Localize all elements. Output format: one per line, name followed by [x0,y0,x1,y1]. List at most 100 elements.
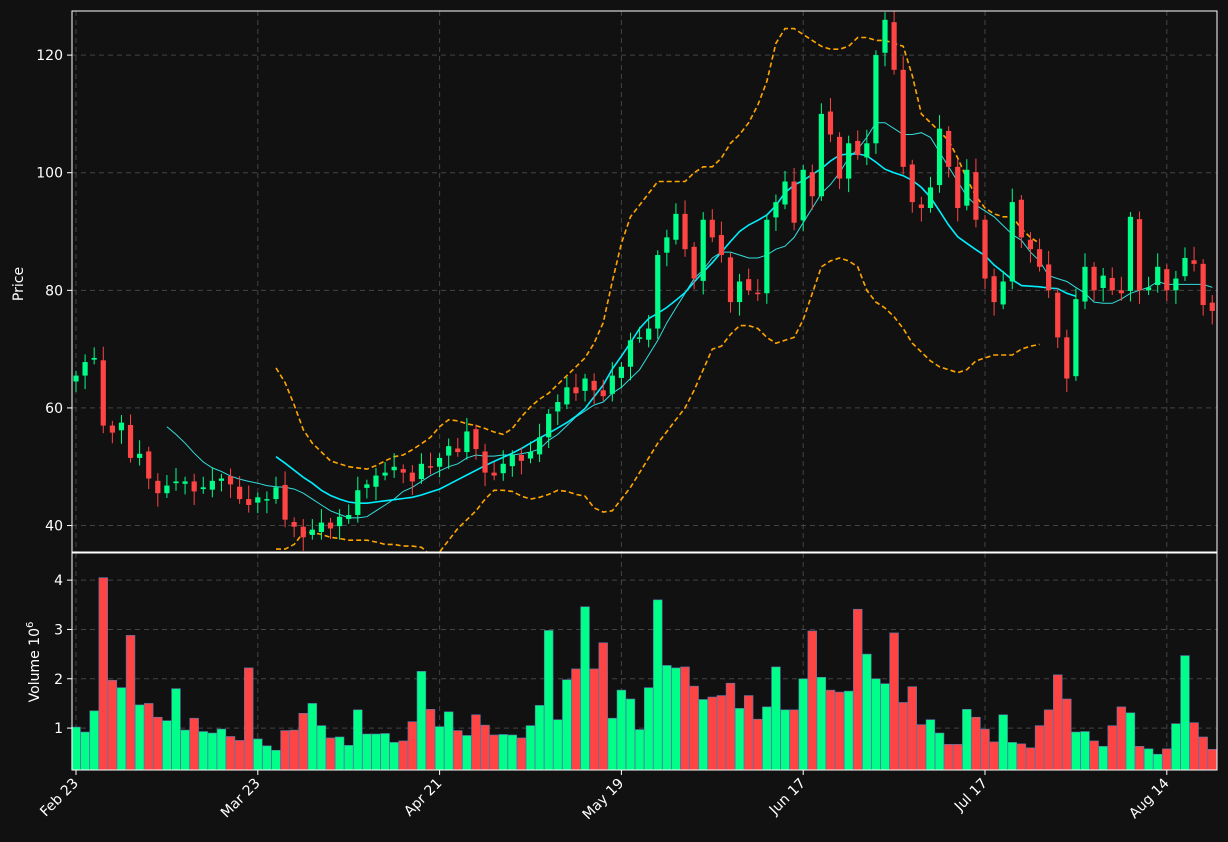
price-grid [72,11,1217,552]
candle-body [1073,299,1079,377]
volume-bar [80,731,90,771]
candle-body [555,402,561,412]
volume-bar [762,706,772,771]
candle-body [946,130,952,167]
candle-body [1009,202,1015,282]
candle-body [182,481,188,484]
volume-bar [571,668,581,771]
volume-bar [462,735,472,771]
volume-bar [807,630,817,771]
volume-bar [371,733,381,771]
candle-body [736,281,743,303]
candle-body [327,522,334,529]
candle-body [900,69,906,167]
volume-bar [1007,742,1017,771]
volume-bar [843,690,854,771]
volume-bar [1098,746,1108,771]
candle-body [473,429,479,450]
volume-bar [262,745,272,771]
volume-bar [671,667,681,771]
volume-bar [1153,753,1163,771]
candle-body [718,235,724,256]
volume-bar [134,704,145,771]
candle-body [509,454,515,467]
price-y-ticks: 40 60 80 100 120 [36,48,72,535]
candle-body [682,213,688,250]
candle-body [936,128,943,186]
candle-body [746,279,752,291]
volume-bar [153,716,163,771]
candle-body [1209,302,1215,311]
volume-bar [353,709,363,771]
volume-bar [598,642,608,771]
volume-bar [316,725,327,771]
candle-body [364,484,370,488]
candle-body [300,526,306,538]
volume-bar [780,709,790,771]
candle-body [137,453,143,458]
candle-body [464,431,470,453]
candle-body [318,522,325,533]
volume-bar [634,729,645,771]
volume-bar [616,689,627,771]
volume-bar [816,676,827,771]
volume-bar [898,702,908,771]
candle-body [991,276,997,303]
candle-body [200,487,206,490]
candle-body [146,451,152,479]
volume-bar [453,730,463,771]
candle-body [127,424,134,458]
volume-bar [1162,748,1172,771]
candle-body [246,499,252,505]
candle-body [446,446,452,456]
candle-body [309,529,315,535]
volume-bar [216,728,227,771]
volume-bar [407,721,418,771]
volume-bar [198,731,208,771]
volume-bar [753,718,763,771]
volume-bar [1089,740,1099,771]
volume-tick-label: 1 [54,721,63,737]
volume-bar [543,630,554,771]
price-tick-label: 80 [45,283,63,299]
candle-body [291,522,297,527]
candle-body [700,219,706,281]
candle-body [727,257,734,303]
candle-body [218,478,225,481]
volume-bar [443,711,454,771]
candle-body [191,481,197,492]
candle-body [1146,287,1152,291]
volume-bar [989,741,999,771]
candle-body [709,219,715,238]
candle-body [209,480,215,490]
candle-body [527,452,534,459]
candle-body [1064,337,1070,379]
lower-band-line [276,257,1040,552]
volume-bar [789,709,799,771]
candle-body [1182,257,1188,277]
volume-bar [298,712,308,771]
candle-body [346,514,352,520]
candle-body [337,516,343,527]
volume-bar [998,714,1008,771]
volume-bar [725,682,736,771]
candle-body [518,454,525,461]
candle-body [691,246,697,279]
candle-body [1055,292,1061,338]
volume-bar [971,716,981,771]
candle-body [164,485,170,494]
candle-body [109,425,115,433]
candle-body [237,486,243,500]
candle-body [1018,199,1024,238]
volume-bar [580,606,590,771]
candle-body [864,143,870,158]
candle-body [1136,219,1143,291]
candle-body [609,375,615,394]
volume-bar [334,736,345,771]
candle-body [636,337,643,339]
candle-body [627,340,634,367]
volume-axis-label-text: Volume 10 [27,628,43,702]
candle-body [455,448,461,453]
price-tick-label: 120 [36,48,63,64]
